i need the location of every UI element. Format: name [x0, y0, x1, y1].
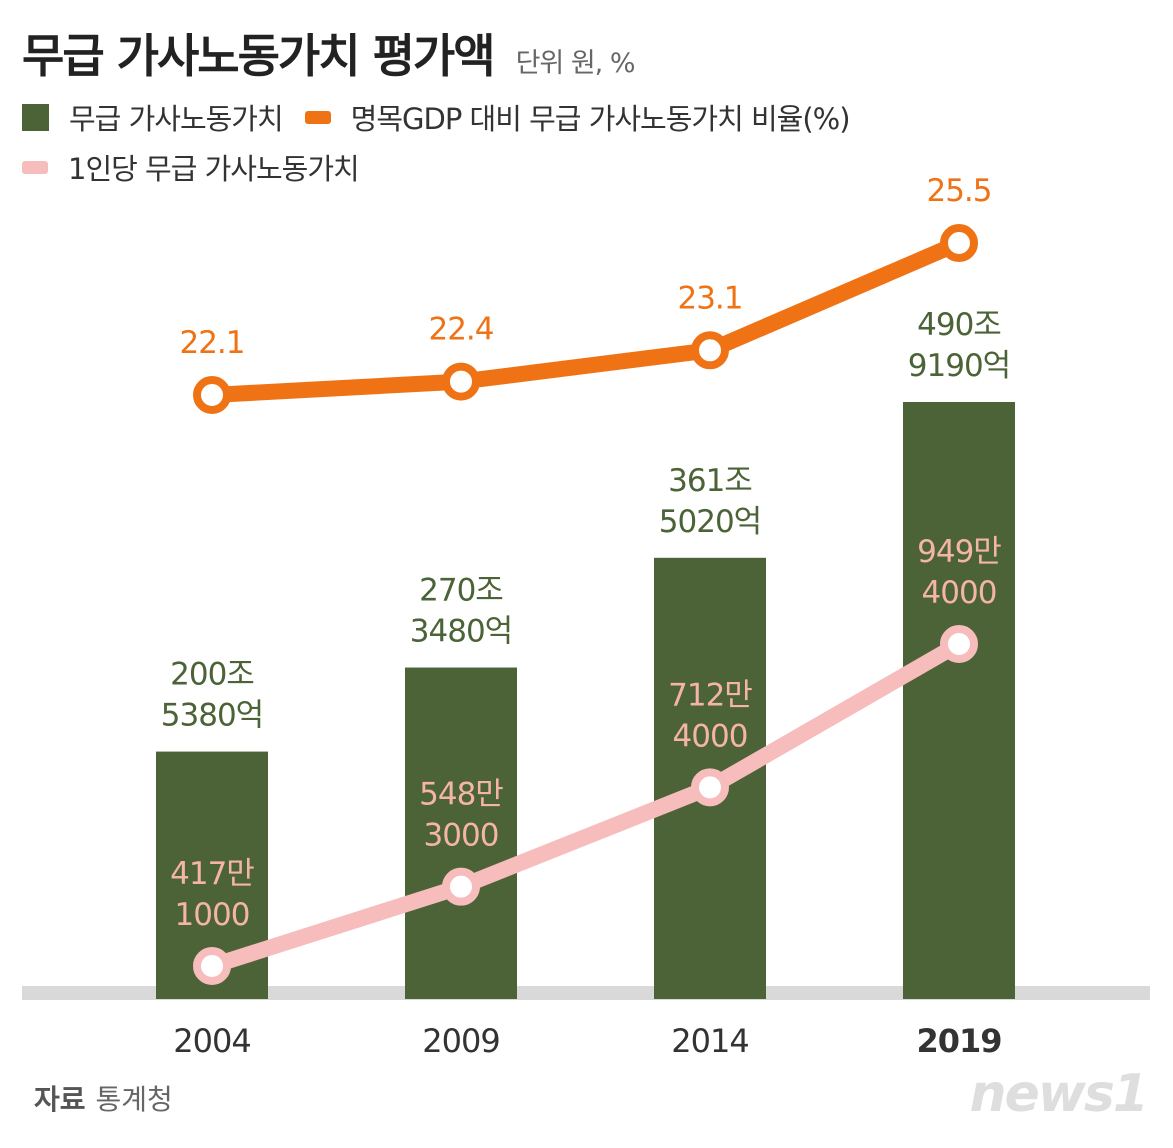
x-tick-2014: 2014 [671, 1022, 748, 1060]
per-capita-label-2019-line2: 4000 [922, 575, 997, 611]
bar-2019 [903, 402, 1015, 999]
bar-2009 [405, 667, 517, 999]
ratio-line [204, 235, 967, 403]
source-note: 자료 통계청 [34, 1078, 173, 1118]
unit-note: 단위 원, % [515, 48, 636, 79]
source-label: 자료 [34, 1083, 86, 1116]
ratio-label-2009: 22.4 [428, 312, 493, 348]
per-capita-point-2019 [940, 625, 978, 663]
per-capita-label-2019-line1: 949만 [917, 534, 1001, 570]
legend-swatch-bar [22, 103, 49, 131]
news1-logo: news1 [969, 1064, 1149, 1124]
legend-item-pink: 1인당 무급 가사노동가치 [22, 146, 360, 188]
x-tick-2004: 2004 [173, 1022, 250, 1060]
per-capita-label-2004-line2: 1000 [175, 897, 250, 933]
per-capita-point-2009 [442, 867, 480, 906]
ratio-point-2009 [442, 362, 480, 401]
legend-item-line: 명목GDP 대비 무급 가사노동가치 비율(%) [304, 96, 851, 138]
per-capita-label-2014-line1: 712만 [668, 677, 752, 713]
bar-label-2014-line1: 361조 [668, 463, 752, 499]
x-tick-2009: 2009 [422, 1022, 499, 1060]
per-capita-point-2014 [691, 768, 729, 807]
ratio-point-2019 [940, 224, 978, 263]
per-capita-label-2014-line2: 4000 [673, 718, 748, 754]
ratio-label-2004: 22.1 [179, 325, 244, 361]
per-capita-label-2009-line1: 548만 [419, 777, 503, 813]
legend-label-bar: 무급 가사노동가치 [69, 102, 284, 136]
legend-label-pink: 1인당 무급 가사노동가치 [68, 152, 360, 186]
title-row: 무급 가사노동가치 평가액 단위 원, % [22, 20, 635, 86]
bar-label-2014-line2: 5020억 [659, 504, 761, 540]
legend-row-2: 1인당 무급 가사노동가치 [22, 146, 381, 188]
x-tick-2019: 2019 [916, 1022, 1001, 1060]
legend-swatch-line [304, 110, 331, 124]
legend-item-bar: 무급 가사노동가치 [22, 96, 284, 138]
bar-label-2004-line1: 200조 [170, 657, 254, 693]
per-capita-label-2004-line1: 417만 [170, 856, 254, 892]
bar-label-2009-line1: 270조 [419, 573, 503, 609]
bar-label-2009-line2: 3480억 [410, 614, 512, 650]
baseline [22, 986, 1150, 1000]
ratio-point-2014 [691, 331, 729, 370]
legend-swatch-pink [22, 160, 48, 174]
per-capita-label-2009-line2: 3000 [424, 818, 499, 854]
bar-label-2004-line2: 5380억 [161, 698, 263, 734]
bar-label-2019-line1: 490조 [917, 307, 1001, 343]
source-value: 통계청 [95, 1083, 173, 1116]
ratio-label-2014: 23.1 [677, 280, 742, 316]
ratio-label-2019: 25.5 [926, 173, 991, 209]
legend-label-line: 명목GDP 대비 무급 가사노동가치 비율(%) [350, 102, 851, 136]
bar-label-2019-line2: 9190억 [908, 348, 1010, 384]
legend-row-1: 무급 가사노동가치 명목GDP 대비 무급 가사노동가치 비율(%) [22, 96, 872, 138]
per-capita-point-2004 [193, 947, 231, 985]
ratio-point-2004 [193, 376, 231, 414]
per-capita-line [204, 636, 967, 974]
chart-title: 무급 가사노동가치 평가액 [22, 29, 496, 83]
